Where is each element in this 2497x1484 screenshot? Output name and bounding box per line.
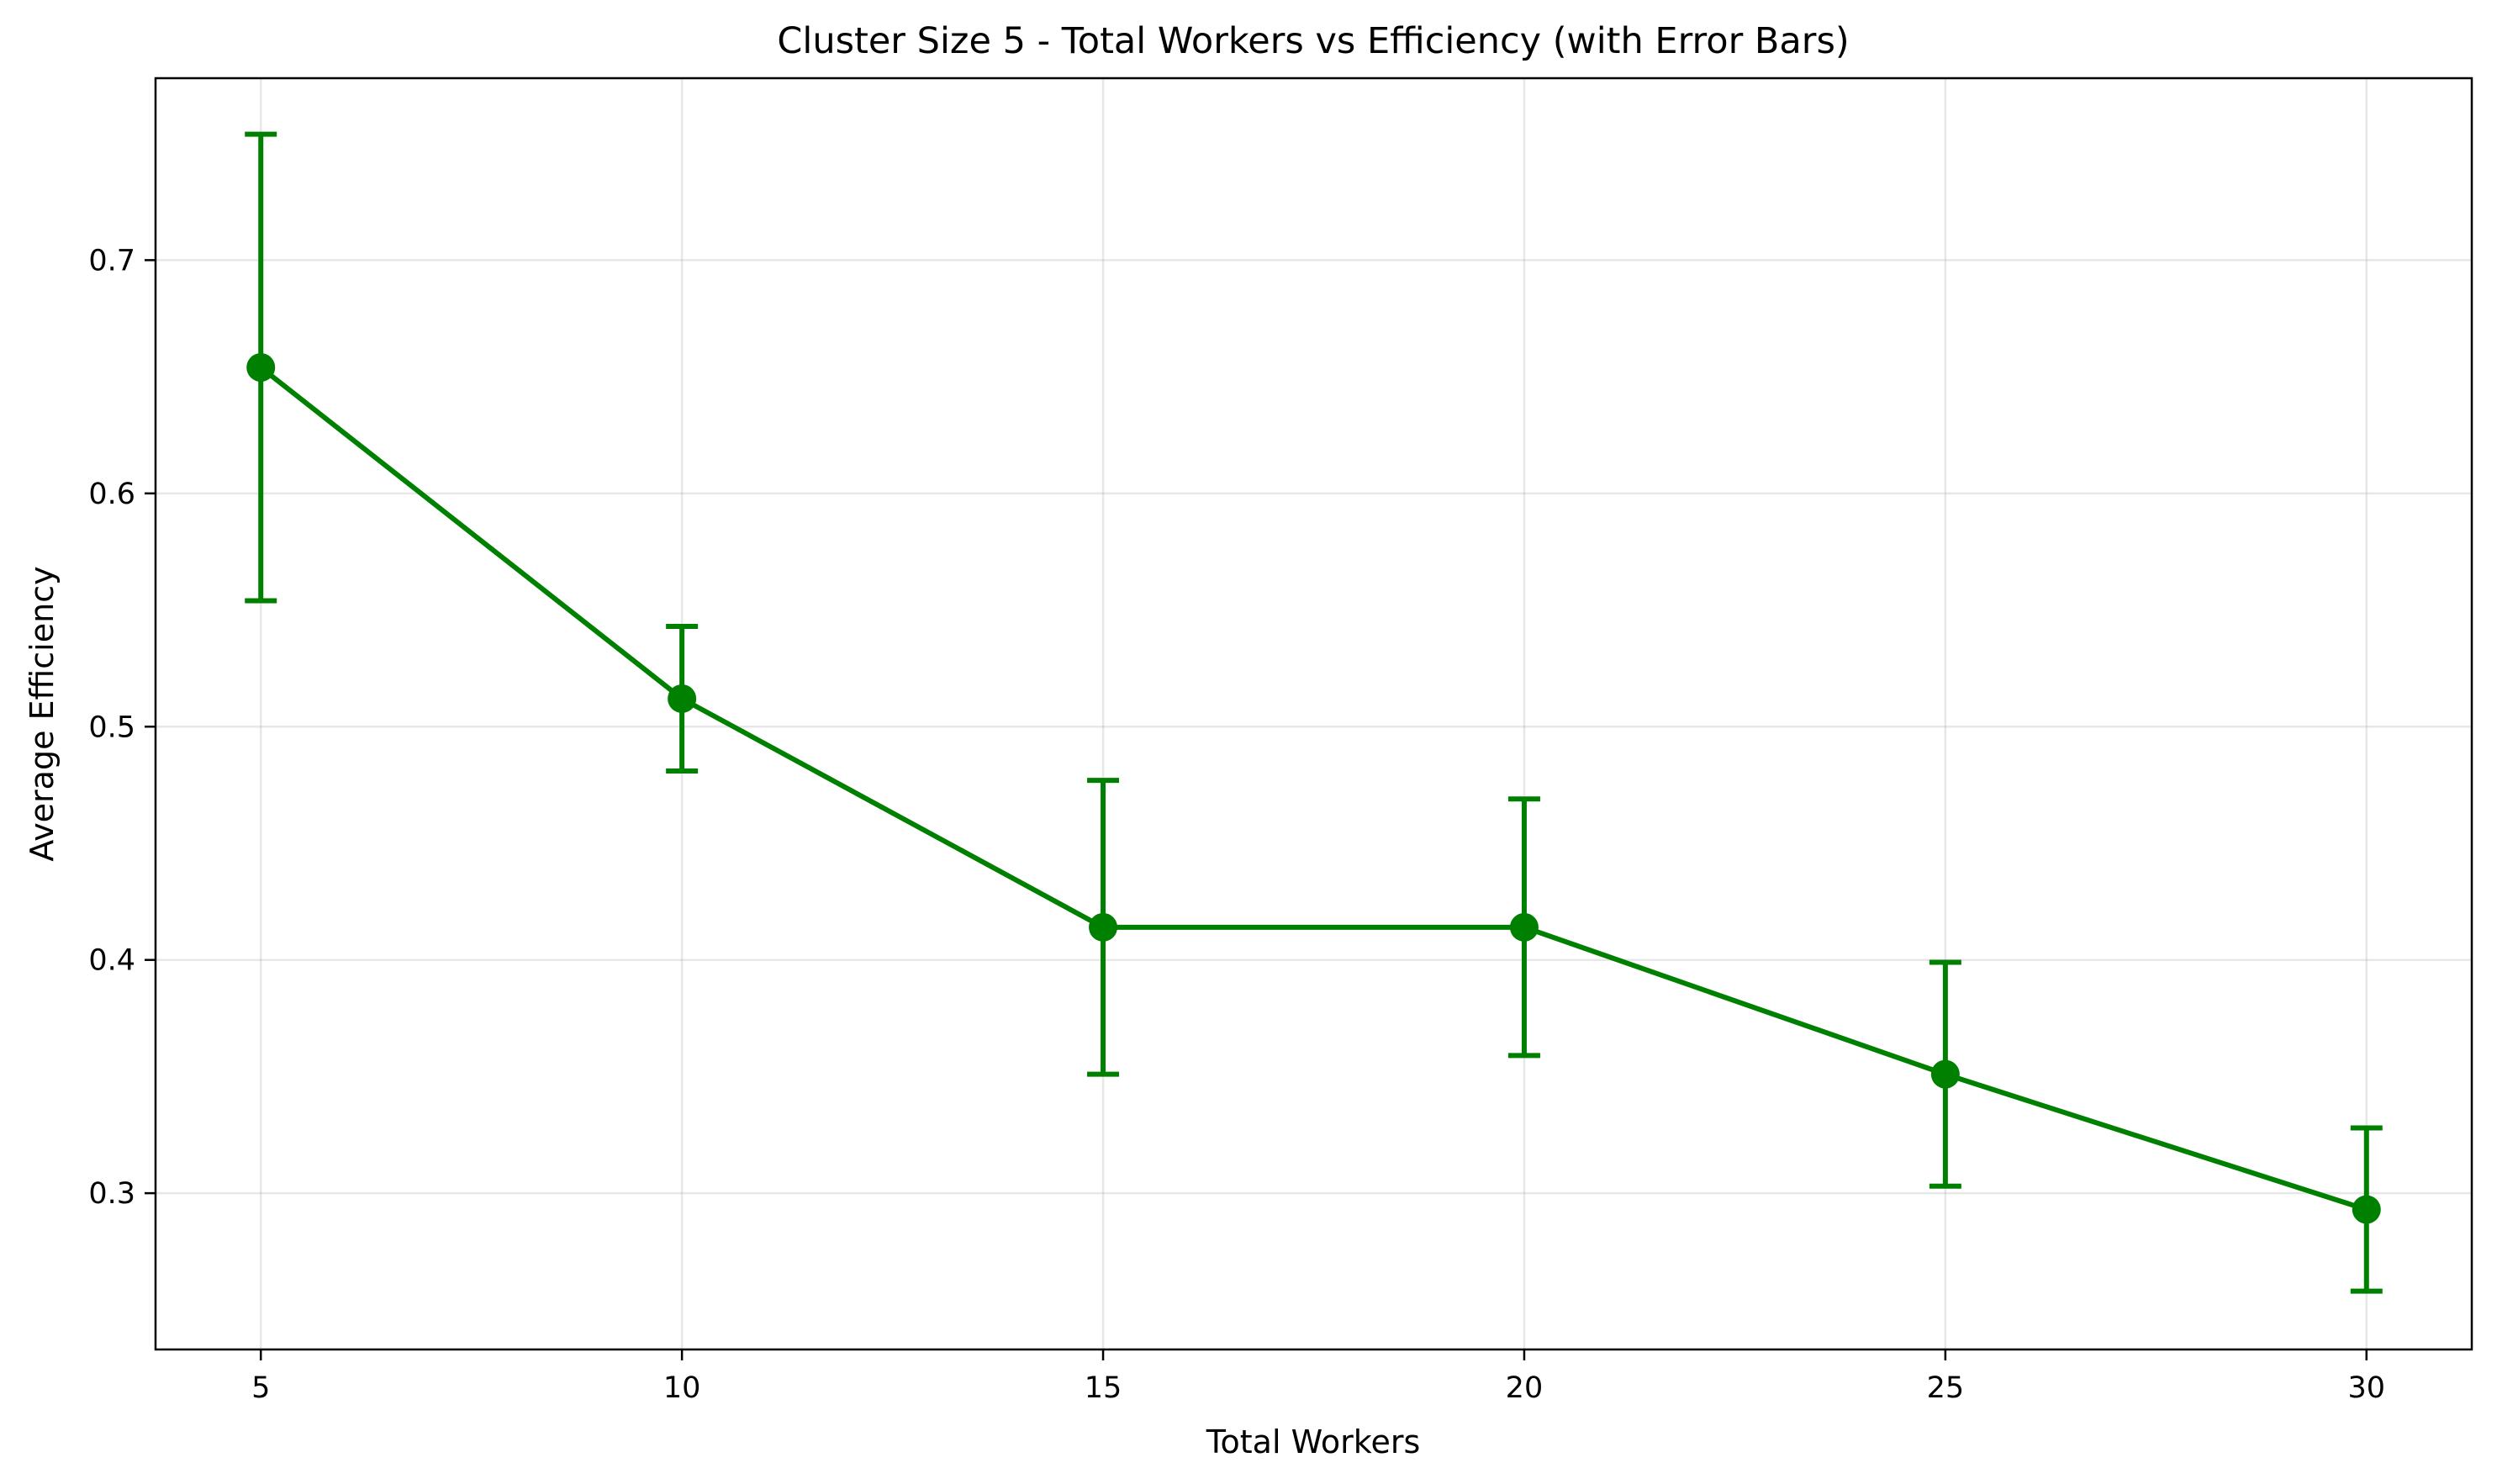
data-point <box>1930 1059 1960 1089</box>
y-tick-label: 0.3 <box>88 1177 135 1211</box>
series-layer <box>245 131 2383 1294</box>
data-point <box>246 353 276 383</box>
x-tick-label: 20 <box>1506 1371 1544 1405</box>
grid-layer <box>156 78 2472 1349</box>
data-point <box>1089 912 1118 942</box>
data-point <box>668 684 697 713</box>
series-line <box>259 365 2368 1212</box>
data-point <box>2352 1195 2381 1224</box>
chart-title: Cluster Size 5 - Total Workers vs Effici… <box>777 20 1849 62</box>
x-tick-label: 25 <box>1927 1371 1965 1405</box>
data-point <box>1509 912 1539 942</box>
plot-frame <box>154 77 2473 1351</box>
y-tick-label: 0.5 <box>88 710 135 744</box>
y-tick-label: 0.6 <box>88 478 135 511</box>
y-tick-label: 0.4 <box>88 944 135 978</box>
x-tick-label: 10 <box>663 1371 701 1405</box>
x-axis-label: Total Workers <box>1206 1423 1421 1460</box>
ticks-layer: 5 10 15 20 25 30 0.3 0.4 0.5 0.6 0.7 <box>88 244 2385 1405</box>
x-tick-label: 15 <box>1085 1371 1122 1405</box>
x-tick-label: 30 <box>2347 1371 2385 1405</box>
x-tick-label: 5 <box>251 1371 270 1405</box>
y-tick-label: 0.7 <box>88 244 135 277</box>
y-axis-label: Average Efficiency <box>24 566 61 861</box>
